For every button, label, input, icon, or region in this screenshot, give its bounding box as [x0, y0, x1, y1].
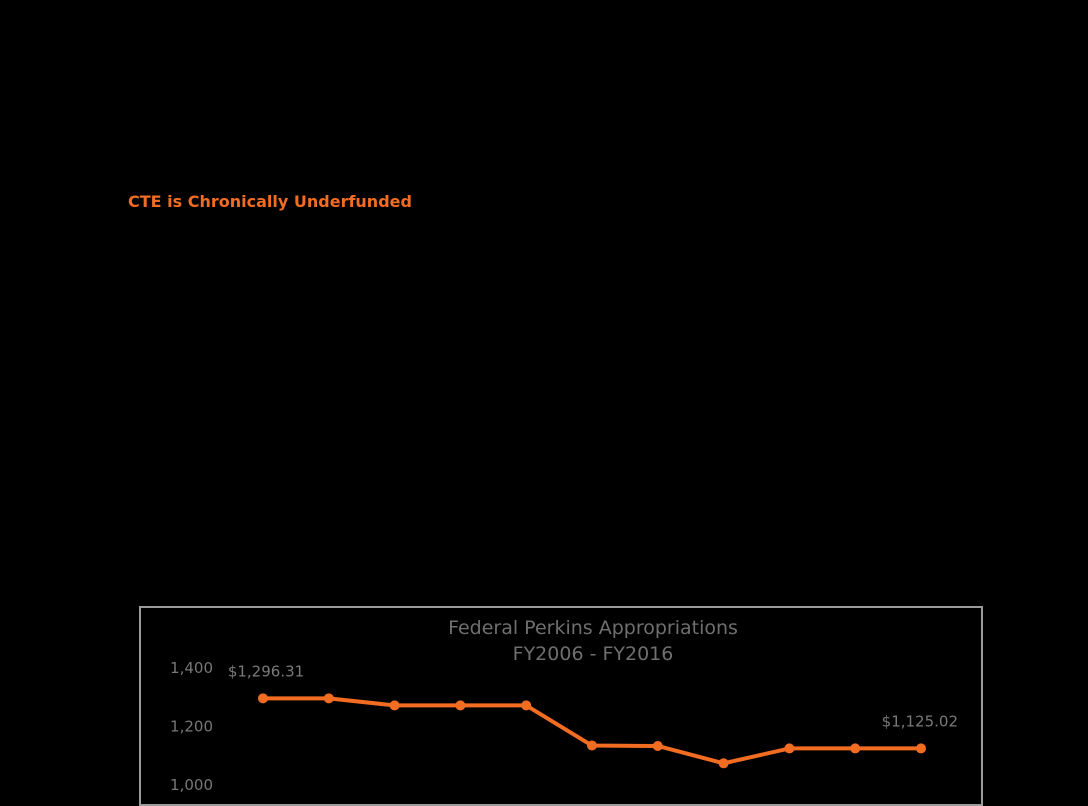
- series-points: [258, 693, 926, 769]
- y-tick-label: 1,000: [170, 776, 213, 794]
- y-axis-ticks: 1,000 1,200 1,400: [170, 659, 213, 794]
- chart-frame: Federal Perkins Appropriations FY2006 - …: [139, 606, 983, 806]
- data-point: [850, 743, 861, 754]
- section-heading: CTE is Chronically Underfunded: [128, 192, 412, 211]
- data-point: [718, 758, 729, 769]
- data-point: [389, 700, 400, 711]
- line-chart: Federal Perkins Appropriations FY2006 - …: [170, 617, 958, 794]
- data-point: [455, 700, 466, 711]
- chart-subtitle: FY2006 - FY2016: [513, 643, 674, 665]
- data-point: [258, 693, 268, 704]
- series-line: [261, 696, 923, 766]
- data-point: [916, 743, 926, 754]
- data-labels: $1,296.31 $1,125.02: [228, 662, 958, 730]
- data-point: [323, 693, 334, 704]
- data-point: [652, 740, 663, 751]
- data-point: [521, 700, 532, 711]
- data-label: $1,125.02: [882, 712, 958, 730]
- data-point: [587, 740, 597, 751]
- data-label: $1,296.31: [228, 662, 304, 680]
- data-point: [784, 743, 795, 754]
- y-tick-label: 1,200: [170, 718, 213, 736]
- y-tick-label: 1,400: [170, 659, 213, 677]
- chart-title: Federal Perkins Appropriations: [448, 617, 738, 639]
